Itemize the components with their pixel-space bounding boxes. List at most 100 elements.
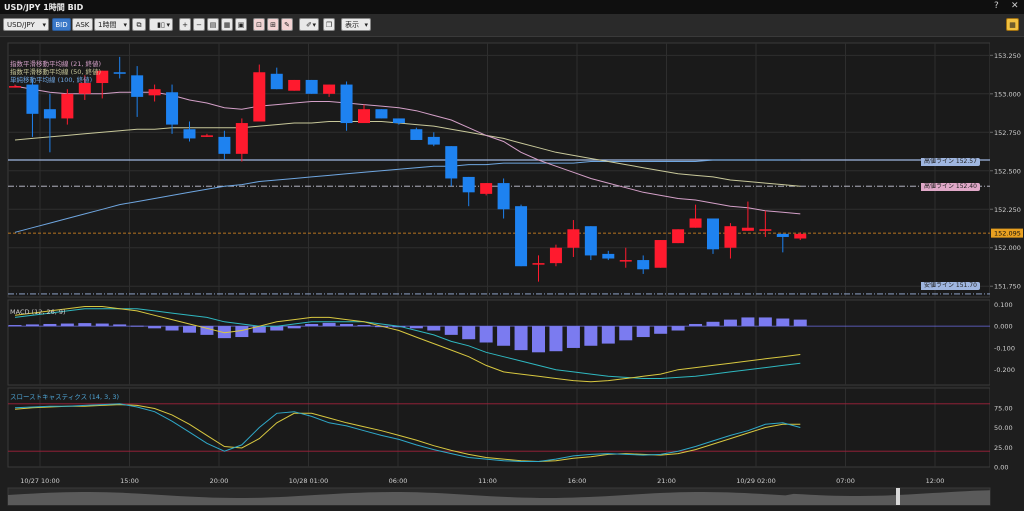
candle — [724, 226, 737, 248]
sma100-legend: 単純移動平均線 (100, 終値) — [10, 76, 93, 84]
macd-bar — [689, 323, 703, 327]
x-tick-label: 06:00 — [389, 477, 408, 485]
macd-bar — [723, 319, 737, 327]
grid-icon[interactable]: ▦ — [221, 18, 233, 31]
draw-tool-icon[interactable]: ✐ — [299, 18, 319, 32]
macd-bar — [165, 326, 179, 331]
ema21-legend: 指数平滑移動平均線 (21, 終値) — [10, 60, 102, 68]
candle — [375, 109, 388, 119]
ask-button[interactable]: ASK — [72, 18, 93, 31]
candle — [200, 135, 213, 137]
macd-bar — [322, 322, 336, 327]
macd-bar — [514, 326, 528, 351]
price-tick-label: 153.000 — [994, 90, 1021, 98]
candle — [445, 146, 458, 179]
candle — [515, 206, 528, 267]
sma100-line — [14, 159, 801, 233]
macd-label: MACD (12, 26, 9) — [10, 308, 66, 316]
chart-type-icon[interactable]: ▮▯ — [149, 18, 173, 32]
candle — [96, 70, 109, 84]
macd-bar — [78, 323, 92, 327]
high-line-tag-1[interactable]: 高値ライン 152.57 — [921, 158, 980, 166]
stoch-tick-label: 75.00 — [994, 404, 1013, 412]
x-tick-label: 10/29 02:00 — [736, 477, 776, 485]
y-axis-area — [990, 37, 1024, 511]
high-line-tag-2[interactable]: 高値ライン 152.40 — [921, 183, 980, 191]
window-titlebar: USD/JPY 1時間 BID ? ✕ — [0, 0, 1024, 15]
copy-icon[interactable]: ❐ — [323, 18, 335, 31]
candle — [26, 84, 39, 114]
macd-line — [14, 306, 801, 383]
candle — [480, 183, 493, 194]
x-tick-label: 16:00 — [568, 477, 587, 485]
candle — [707, 218, 719, 250]
candle — [619, 260, 632, 262]
candle — [654, 240, 667, 268]
macd-bar — [130, 325, 144, 327]
panel-icon[interactable]: ▣ — [235, 18, 247, 31]
candle — [427, 136, 440, 145]
pane-1 — [7, 42, 991, 298]
macd-bar — [706, 321, 720, 327]
candle — [672, 229, 685, 244]
macd-bar — [252, 326, 266, 333]
candle — [323, 84, 336, 94]
candle — [689, 218, 702, 228]
stoch-tick-label: 50.00 — [994, 424, 1013, 432]
price-chart[interactable]: 153.250 153.000 152.750 152.500 152.250 152.0… — [0, 37, 1024, 511]
macd-bar — [479, 326, 493, 343]
close-icon[interactable]: ✕ — [1011, 1, 1019, 11]
ema21-line — [14, 85, 801, 215]
candle — [497, 183, 510, 210]
display-menu[interactable]: 表示 — [341, 18, 371, 32]
main-legend: 指数平滑移動平均線 (21, 終値) 指数平滑移動平均線 (50, 終値) 単純… — [10, 60, 101, 84]
window-title: USD/JPY 1時間 BID — [4, 3, 84, 12]
candle — [358, 109, 370, 124]
candle — [288, 79, 301, 91]
low-line-tag[interactable]: 安値ライン 151.70 — [921, 282, 980, 290]
candle — [166, 92, 179, 125]
candle — [235, 123, 248, 154]
macd-bar — [43, 323, 57, 327]
macd-bar — [654, 326, 668, 334]
zoom-out-icon[interactable]: − — [193, 18, 205, 31]
stoch-label: スローストキャスティクス (14, 3, 3) — [10, 393, 120, 401]
macd-bar — [549, 326, 563, 352]
candle — [148, 89, 161, 96]
help-icon[interactable]: ? — [994, 1, 999, 11]
macd-bar — [532, 326, 545, 353]
macd-bar — [113, 324, 127, 327]
timeframe-select[interactable]: 1時間 — [94, 18, 130, 32]
indicator-icon[interactable]: ⊡ — [253, 18, 265, 31]
current-price-label: 152.095 — [994, 230, 1021, 238]
macd-bar — [601, 326, 615, 344]
price-tick-label: 153.250 — [994, 52, 1021, 60]
macd-bar — [619, 326, 633, 341]
link-icon[interactable]: ⧉ — [132, 18, 146, 31]
candle — [340, 84, 353, 124]
indicator-edit-icon[interactable]: ✎ — [281, 18, 293, 31]
macd-bar — [287, 326, 301, 329]
macd-bar — [566, 326, 580, 348]
toolbar: USD/JPY BID ASK 1時間 ⧉ ▮▯ + − ▤ ▦ ▣ ⊡ ⊞ ✎… — [0, 14, 1024, 37]
candle — [794, 233, 807, 239]
indicator-add-icon[interactable]: ⊞ — [267, 18, 279, 31]
macd-bar — [793, 319, 807, 327]
candle — [462, 176, 475, 193]
window-icon[interactable]: ▤ — [207, 18, 219, 31]
macd-bar — [776, 318, 790, 327]
settings-grid-icon[interactable]: ▦ — [1006, 18, 1019, 31]
macd-tick-label: 0.000 — [994, 323, 1013, 331]
macd-bar — [270, 326, 284, 331]
symbol-select[interactable]: USD/JPY — [3, 18, 49, 32]
candle — [584, 226, 597, 256]
x-tick-label: 20:00 — [210, 477, 229, 485]
candle — [183, 129, 196, 139]
candle — [549, 247, 562, 264]
macd-tick-label: -0.100 — [994, 344, 1015, 352]
ema50-legend: 指数平滑移動平均線 (50, 終値) — [10, 68, 102, 76]
bid-button[interactable]: BID — [52, 18, 71, 31]
zoom-in-icon[interactable]: + — [179, 18, 191, 31]
macd-bar — [409, 326, 423, 329]
candle — [43, 109, 56, 119]
